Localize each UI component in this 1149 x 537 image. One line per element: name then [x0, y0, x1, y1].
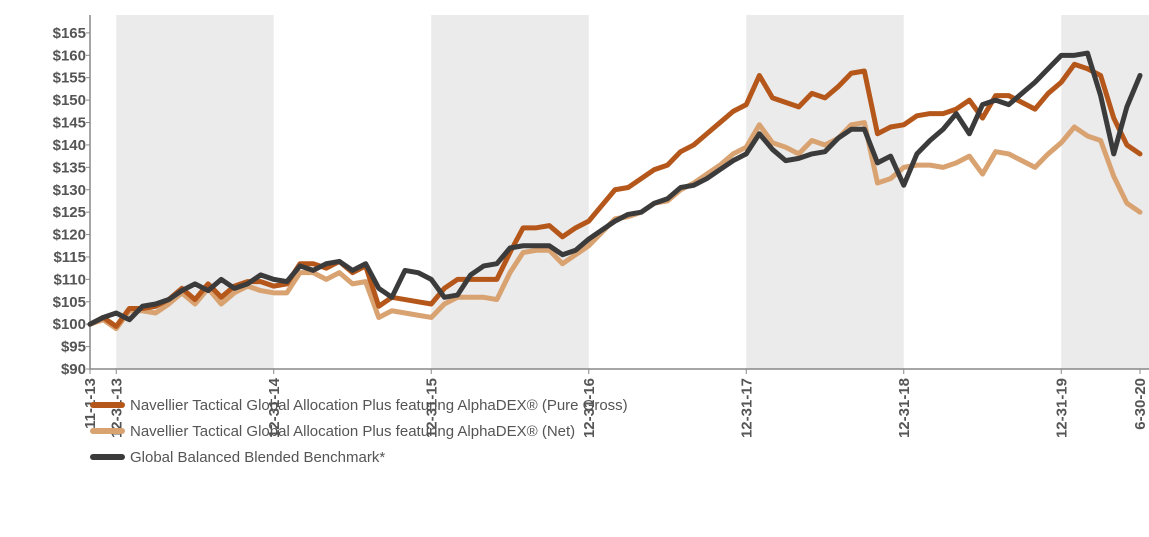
y-tick-label: $125 — [53, 204, 86, 221]
series-line — [87, 61, 1143, 329]
y-tick-label: $140 — [53, 137, 86, 154]
y-tick-label: $110 — [53, 271, 86, 288]
year-band — [116, 15, 274, 369]
x-tick-label: 12-31-16 — [581, 378, 598, 438]
x-tick-label: 12-31-17 — [738, 378, 755, 438]
x-tick-label: 12-31-19 — [1053, 378, 1070, 438]
y-tick-label: $90 — [61, 361, 86, 378]
legend-label: Global Balanced Blended Benchmark* — [130, 449, 385, 466]
x-tick-label: 12-31-13 — [108, 378, 125, 438]
x-tick-label: 12-31-15 — [423, 378, 440, 438]
y-tick-label: $115 — [53, 249, 86, 266]
legend-label: Navellier Tactical Global Allocation Plu… — [130, 423, 575, 440]
x-tick-label: 12-31-14 — [266, 377, 283, 438]
y-tick-label: $100 — [53, 316, 86, 333]
y-tick-label: $135 — [53, 159, 86, 176]
y-tick-label: $160 — [53, 47, 86, 64]
y-tick-label: $145 — [53, 115, 86, 132]
x-tick-label: 12-31-18 — [896, 378, 913, 438]
year-band — [431, 15, 589, 369]
y-tick-label: $120 — [53, 227, 86, 244]
y-tick-label: $155 — [53, 70, 86, 87]
x-tick-label: 6-30-20 — [1132, 378, 1149, 430]
year-band — [1061, 15, 1149, 369]
legend-label: Navellier Tactical Global Allocation Plu… — [130, 397, 628, 414]
y-tick-label: $150 — [53, 92, 86, 109]
series-line — [87, 50, 1143, 327]
year-bands — [116, 15, 1149, 369]
y-tick-label: $105 — [53, 294, 86, 311]
y-tick-label: $95 — [61, 339, 86, 356]
y-tick-label: $130 — [53, 182, 86, 199]
y-tick-label: $165 — [53, 25, 86, 42]
year-band — [746, 15, 904, 369]
